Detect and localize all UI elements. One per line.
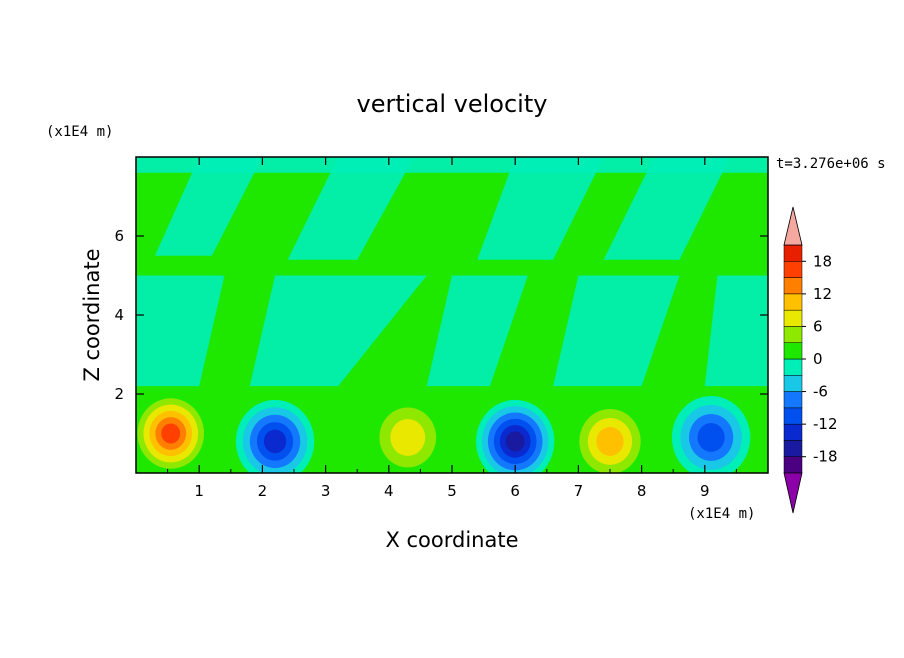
x-tick-label: 9 bbox=[700, 482, 710, 500]
contour-level bbox=[505, 431, 525, 452]
x-tick-label: 7 bbox=[574, 482, 584, 500]
y-axis-title: Z coordinate bbox=[80, 248, 104, 381]
colorbar-segment bbox=[783, 423, 803, 441]
x-tick-label: 1 bbox=[194, 482, 204, 500]
colorbar-segment bbox=[783, 440, 803, 457]
contour-level bbox=[263, 429, 287, 454]
time-label: t=3.276e+06 s bbox=[776, 156, 886, 172]
y-tick-label: 6 bbox=[114, 227, 124, 245]
colorbar-label: -18 bbox=[813, 448, 838, 466]
x-axis-title: X coordinate bbox=[385, 528, 518, 552]
wave-band bbox=[603, 157, 731, 260]
colorbar-segment bbox=[783, 375, 803, 392]
colorbar-label: 6 bbox=[813, 317, 823, 335]
contour-level bbox=[390, 419, 426, 456]
colorbar-segment bbox=[783, 244, 803, 262]
contour-level bbox=[697, 423, 725, 452]
colorbar-over-arrow bbox=[783, 206, 803, 246]
colorbar-segment bbox=[783, 277, 803, 295]
wave-band bbox=[249, 275, 427, 387]
colorbar-label: 12 bbox=[813, 285, 832, 303]
colorbar-segment bbox=[783, 358, 803, 376]
colorbar-label: 18 bbox=[813, 252, 832, 270]
y-axis: 2 4 6 bbox=[114, 227, 768, 403]
contour-field bbox=[136, 157, 768, 473]
colorbar-segment bbox=[783, 309, 803, 327]
colorbar-segment bbox=[783, 326, 803, 343]
wave-band bbox=[704, 275, 768, 387]
x-axis: 1 2 3 4 5 6 7 8 9 bbox=[167, 157, 737, 500]
y-tick-label: 4 bbox=[114, 306, 124, 324]
x-tick-label: 3 bbox=[321, 482, 331, 500]
colorbar-segment bbox=[783, 342, 803, 360]
colorbar-segment bbox=[783, 293, 803, 311]
x-tick-label: 2 bbox=[258, 482, 268, 500]
contour-level bbox=[161, 423, 181, 444]
colorbar-under-arrow bbox=[783, 472, 803, 514]
wave-band bbox=[287, 157, 415, 260]
wave-band bbox=[477, 157, 604, 260]
y-tick-label: 2 bbox=[114, 385, 124, 403]
colorbar-label: -6 bbox=[813, 383, 828, 401]
x-tick-label: 5 bbox=[447, 482, 457, 500]
x-tick-label: 4 bbox=[384, 482, 394, 500]
x-unit-label: (x1E4 m) bbox=[688, 506, 755, 522]
wave-band bbox=[553, 275, 680, 387]
wave-band bbox=[154, 157, 263, 256]
y-unit-label: (x1E4 m) bbox=[46, 124, 113, 140]
wave-band bbox=[426, 275, 528, 387]
colorbar: 18 12 6 0 -6 -12 -18 bbox=[783, 206, 838, 514]
wave-band bbox=[136, 275, 225, 387]
colorbar-label: -12 bbox=[813, 415, 838, 433]
wave-bands bbox=[136, 157, 768, 387]
chart-title: vertical velocity bbox=[357, 90, 548, 118]
x-tick-label: 6 bbox=[510, 482, 520, 500]
colorbar-segment bbox=[783, 391, 803, 409]
velocity-cells bbox=[136, 392, 751, 473]
colorbar-segment bbox=[783, 456, 803, 474]
x-tick-label: 8 bbox=[637, 482, 647, 500]
contour-level bbox=[596, 426, 624, 456]
colorbar-segment bbox=[783, 261, 803, 278]
colorbar-segment bbox=[783, 407, 803, 425]
colorbar-label: 0 bbox=[813, 350, 823, 368]
